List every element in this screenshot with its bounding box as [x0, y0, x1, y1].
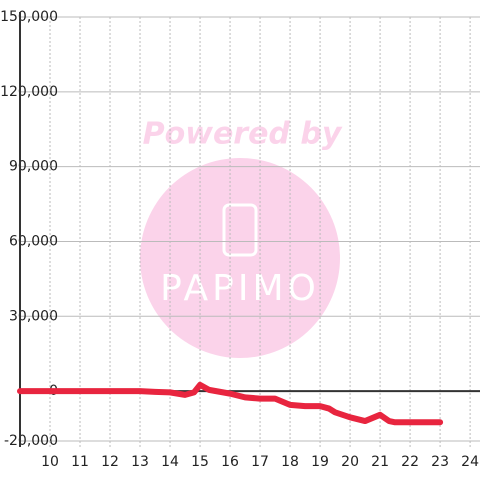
x-tick-label: 16 — [221, 454, 239, 470]
x-tick-label: 20 — [341, 454, 359, 470]
y-tick-label: 120,000 — [0, 84, 58, 100]
x-tick-label: 18 — [281, 454, 299, 470]
y-tick-label: 60,000 — [9, 233, 58, 249]
x-tick-label: 19 — [311, 454, 329, 470]
x-tick-label: 11 — [71, 454, 89, 470]
x-tick-label: 23 — [431, 454, 449, 470]
x-tick-label: 17 — [251, 454, 269, 470]
x-tick-label: 13 — [131, 454, 149, 470]
x-tick-label: 12 — [101, 454, 119, 470]
x-tick-label: 24 — [461, 454, 479, 470]
watermark-text: Powered by — [143, 117, 343, 152]
x-tick-label: 14 — [161, 454, 179, 470]
watermark-circle — [140, 158, 340, 358]
x-tick-label: 22 — [401, 454, 419, 470]
x-tick-label: 10 — [41, 454, 59, 470]
x-tick-label: 15 — [191, 454, 209, 470]
y-tick-label: 90,000 — [9, 159, 58, 175]
y-tick-label: -20,000 — [4, 433, 58, 449]
y-tick-label: 30,000 — [9, 308, 58, 324]
y-tick-label: 150,000 — [0, 9, 58, 25]
data-line — [17, 381, 444, 426]
x-tick-label: 21 — [371, 454, 389, 470]
watermark-icon — [222, 203, 258, 257]
watermark-logo: PAPIMO — [160, 268, 320, 309]
